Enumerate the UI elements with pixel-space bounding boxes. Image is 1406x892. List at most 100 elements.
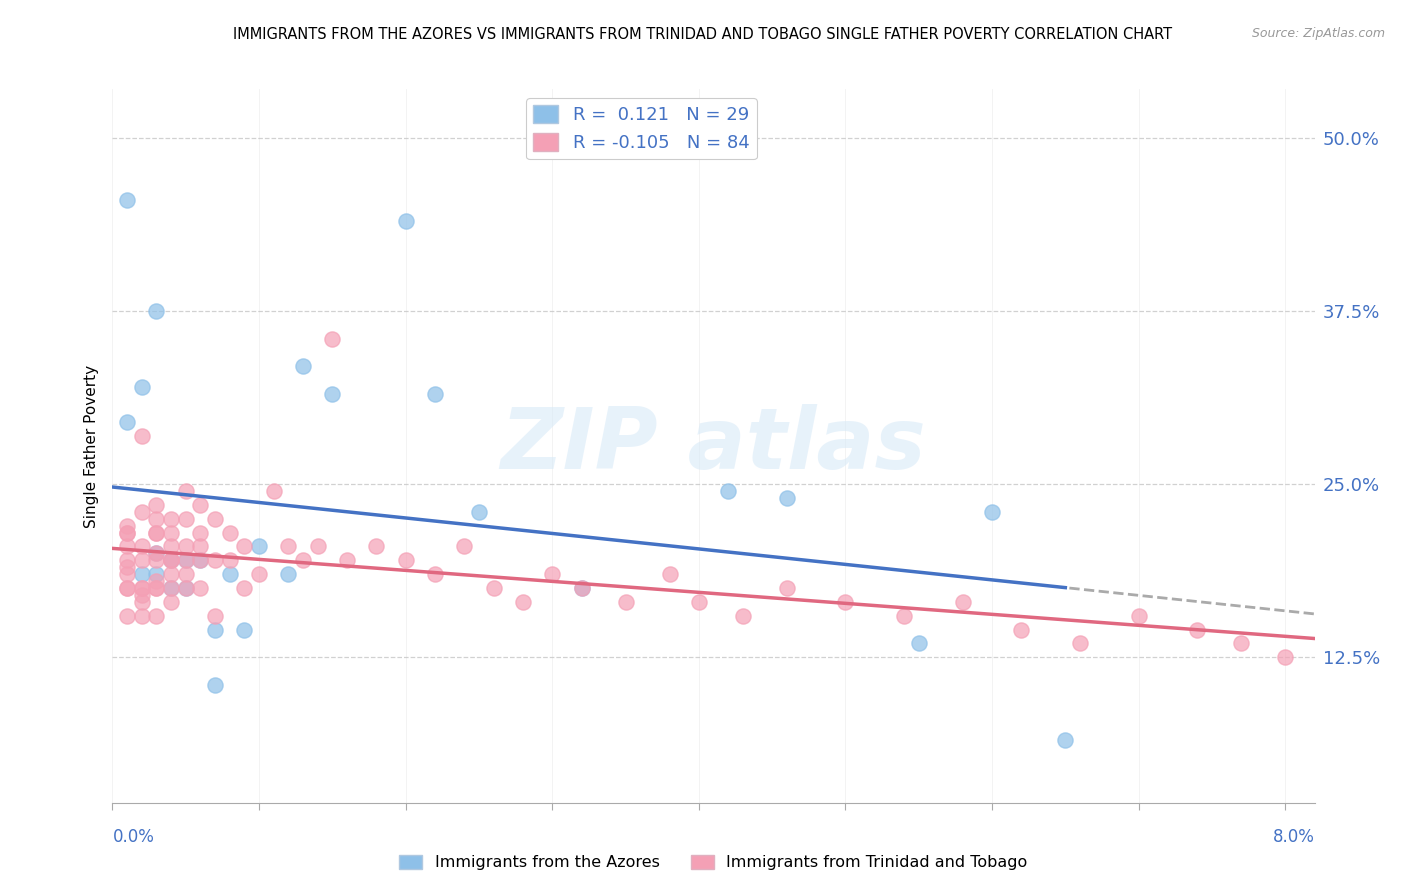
Point — [131, 581, 153, 595]
Point — [160, 512, 183, 526]
Point — [115, 525, 138, 540]
Point — [131, 588, 153, 602]
Point — [160, 567, 183, 582]
Point — [1274, 650, 1296, 665]
Point — [893, 608, 915, 623]
Point — [907, 636, 929, 650]
Point — [247, 540, 270, 554]
Point — [218, 567, 240, 582]
Point — [366, 540, 388, 554]
Point — [981, 505, 1004, 519]
Point — [336, 553, 359, 567]
Text: 0.0%: 0.0% — [112, 828, 155, 846]
Point — [174, 540, 197, 554]
Point — [512, 595, 534, 609]
Point — [145, 581, 167, 595]
Point — [190, 498, 212, 512]
Point — [395, 214, 418, 228]
Legend: Immigrants from the Azores, Immigrants from Trinidad and Tobago: Immigrants from the Azores, Immigrants f… — [394, 848, 1033, 877]
Point — [160, 581, 183, 595]
Point — [174, 553, 197, 567]
Point — [190, 525, 212, 540]
Point — [776, 581, 799, 595]
Point — [190, 553, 212, 567]
Y-axis label: Single Father Poverty: Single Father Poverty — [83, 365, 98, 527]
Point — [571, 581, 593, 595]
Point — [307, 540, 329, 554]
Point — [174, 483, 197, 498]
Point — [115, 193, 138, 207]
Point — [115, 560, 138, 574]
Point — [115, 415, 138, 429]
Point — [115, 581, 138, 595]
Point — [160, 581, 183, 595]
Point — [731, 608, 754, 623]
Point — [160, 553, 183, 567]
Point — [131, 428, 153, 442]
Point — [115, 518, 138, 533]
Point — [247, 567, 270, 582]
Point — [160, 553, 183, 567]
Point — [423, 387, 446, 401]
Point — [321, 387, 343, 401]
Point — [145, 498, 167, 512]
Point — [145, 525, 167, 540]
Point — [115, 540, 138, 554]
Point — [263, 483, 285, 498]
Point — [145, 581, 167, 595]
Point — [658, 567, 681, 582]
Point — [160, 525, 183, 540]
Point — [131, 608, 153, 623]
Point — [131, 553, 153, 567]
Point — [952, 595, 974, 609]
Point — [571, 581, 593, 595]
Point — [115, 567, 138, 582]
Point — [834, 595, 856, 609]
Point — [174, 581, 197, 595]
Point — [145, 608, 167, 623]
Point — [218, 553, 240, 567]
Point — [115, 581, 138, 595]
Point — [145, 553, 167, 567]
Point — [204, 553, 226, 567]
Point — [1128, 608, 1150, 623]
Point — [541, 567, 564, 582]
Point — [131, 567, 153, 582]
Point — [776, 491, 799, 505]
Point — [233, 623, 256, 637]
Point — [204, 678, 226, 692]
Point — [1069, 636, 1091, 650]
Point — [174, 581, 197, 595]
Point — [131, 595, 153, 609]
Point — [717, 483, 740, 498]
Point — [160, 595, 183, 609]
Point — [277, 540, 299, 554]
Point — [115, 553, 138, 567]
Text: Source: ZipAtlas.com: Source: ZipAtlas.com — [1251, 27, 1385, 40]
Point — [1010, 623, 1032, 637]
Point — [218, 525, 240, 540]
Point — [115, 608, 138, 623]
Point — [160, 553, 183, 567]
Point — [145, 525, 167, 540]
Point — [614, 595, 637, 609]
Point — [174, 553, 197, 567]
Point — [468, 505, 491, 519]
Text: 8.0%: 8.0% — [1272, 828, 1315, 846]
Point — [395, 553, 418, 567]
Point — [131, 505, 153, 519]
Point — [145, 567, 167, 582]
Point — [131, 581, 153, 595]
Point — [131, 540, 153, 554]
Point — [1230, 636, 1253, 650]
Point — [190, 581, 212, 595]
Point — [423, 567, 446, 582]
Point — [204, 623, 226, 637]
Point — [1054, 733, 1077, 747]
Point — [233, 540, 256, 554]
Point — [321, 332, 343, 346]
Point — [292, 553, 315, 567]
Point — [233, 581, 256, 595]
Point — [1187, 623, 1209, 637]
Point — [174, 512, 197, 526]
